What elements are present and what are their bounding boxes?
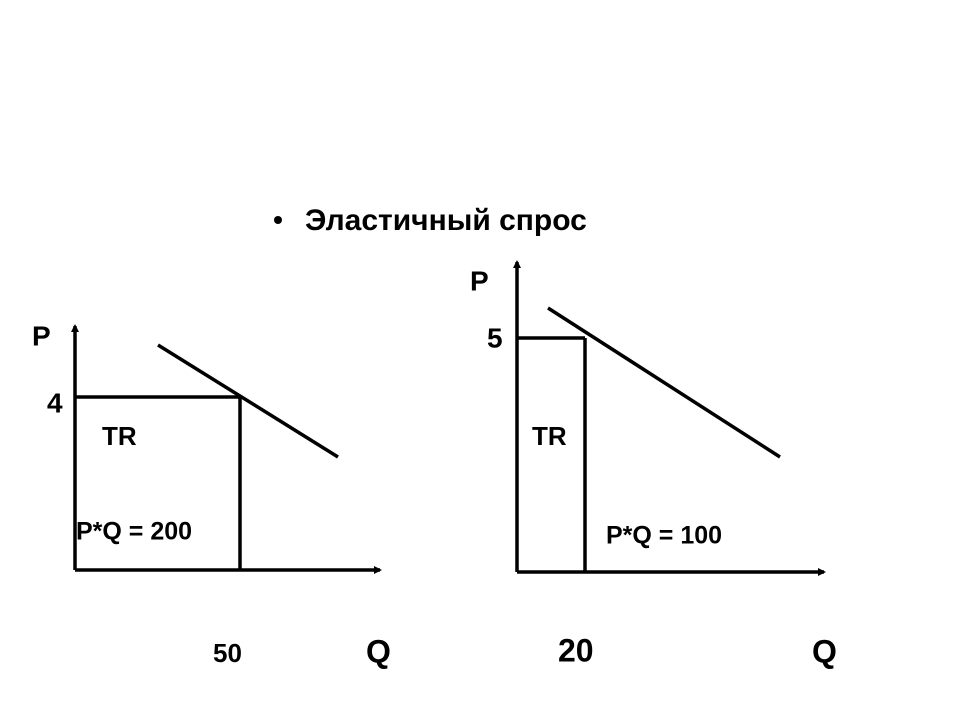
price-label: 5 — [487, 322, 503, 353]
x-axis-label: Q — [366, 633, 391, 669]
revenue-label: P*Q = 100 — [606, 522, 722, 550]
y-axis-label: P — [32, 320, 51, 351]
area-label: TR — [102, 421, 137, 451]
bullet-text: Эластичный спрос — [305, 204, 587, 237]
revenue-label: P*Q = 200 — [76, 518, 192, 546]
x-axis-label: Q — [812, 633, 837, 669]
quantity-label: 20 — [558, 632, 594, 668]
demand-line — [547, 306, 781, 459]
area-label: TR — [532, 421, 567, 451]
diagram-left: P 4 TR P*Q = 200 50 Q — [32, 320, 391, 669]
price-label: 4 — [47, 387, 63, 418]
demand-line — [157, 343, 339, 459]
quantity-label: 50 — [213, 638, 242, 668]
bullet-dot — [274, 216, 282, 224]
y-axis-label: P — [470, 265, 489, 296]
diagram-right: P 5 TR P*Q = 100 20 Q — [470, 260, 837, 669]
